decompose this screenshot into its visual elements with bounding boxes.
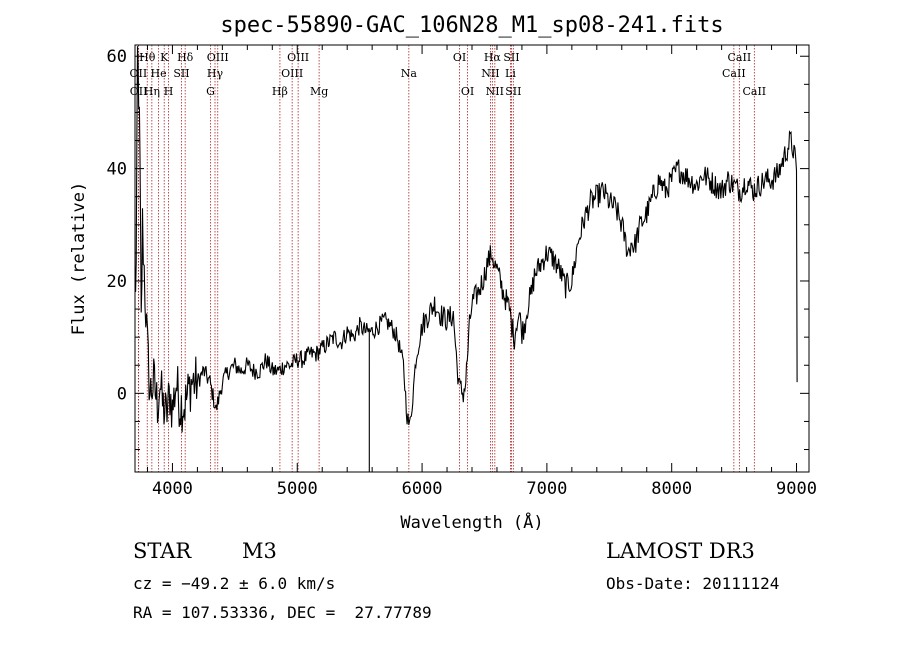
y-tick-label: 20	[107, 272, 127, 292]
observation-date: Obs-Date: 20111124	[606, 574, 780, 593]
line-labels: OIIOIIHθHηHeKHSIIHδGHγOIIIHβOIIIOIIIMgNa…	[130, 51, 767, 98]
line-label: Mg	[310, 85, 328, 98]
x-tick-label: 8000	[651, 479, 692, 499]
line-label: SII	[503, 51, 519, 64]
object-class: STAR	[133, 539, 192, 563]
line-label: CaII	[728, 51, 752, 64]
x-axis-label: Wavelength (Å)	[400, 511, 543, 533]
line-label: CaII	[742, 85, 766, 98]
chart-title: spec-55890-GAC_106N28_M1_sp08-241.fits	[220, 13, 723, 38]
line-label: Hη	[144, 85, 160, 98]
line-label: He	[151, 67, 167, 80]
line-label: OIII	[287, 51, 309, 64]
line-label: OIII	[207, 51, 229, 64]
line-label: H	[164, 85, 174, 98]
survey-name: LAMOST DR3	[606, 539, 755, 563]
line-label: Hγ	[207, 67, 224, 80]
line-label: OI	[461, 85, 474, 98]
line-label: SII	[173, 67, 189, 80]
spectrum-line	[134, 46, 798, 472]
line-label: CaII	[722, 67, 746, 80]
line-label: Hθ	[139, 51, 156, 64]
x-tick-label: 6000	[402, 479, 443, 499]
coordinates: RA = 107.53336, DEC = 27.77789	[133, 603, 432, 622]
redshift-velocity: cz = −49.2 ± 6.0 km/s	[133, 574, 336, 593]
x-tick-label: 7000	[526, 479, 567, 499]
line-label: K	[160, 51, 169, 64]
plot-frame	[134, 44, 810, 473]
line-label: SII	[505, 85, 521, 98]
line-label: Li	[505, 67, 516, 80]
x-tick-label: 5000	[277, 479, 318, 499]
y-axis-label: Flux (relative)	[69, 182, 89, 336]
y-tick-label: 0	[117, 384, 127, 404]
line-label: Hα	[484, 51, 502, 64]
line-label: G	[206, 85, 215, 98]
line-label: Hβ	[272, 85, 288, 98]
line-label: NII	[481, 67, 499, 80]
axis-ticks: 4000 5000 6000 7000 8000 9000 0 20 40 60	[107, 45, 817, 499]
y-tick-label: 40	[107, 160, 127, 180]
x-tick-label: 9000	[776, 479, 817, 499]
object-subclass: M3	[242, 539, 277, 563]
line-label: NII	[486, 85, 504, 98]
y-tick-label: 60	[107, 47, 127, 67]
line-markers	[137, 45, 755, 472]
x-tick-label: 4000	[152, 479, 193, 499]
line-label: Na	[401, 67, 418, 80]
line-label: Hδ	[177, 51, 194, 64]
line-label: OIII	[281, 67, 303, 80]
line-label: OI	[453, 51, 466, 64]
